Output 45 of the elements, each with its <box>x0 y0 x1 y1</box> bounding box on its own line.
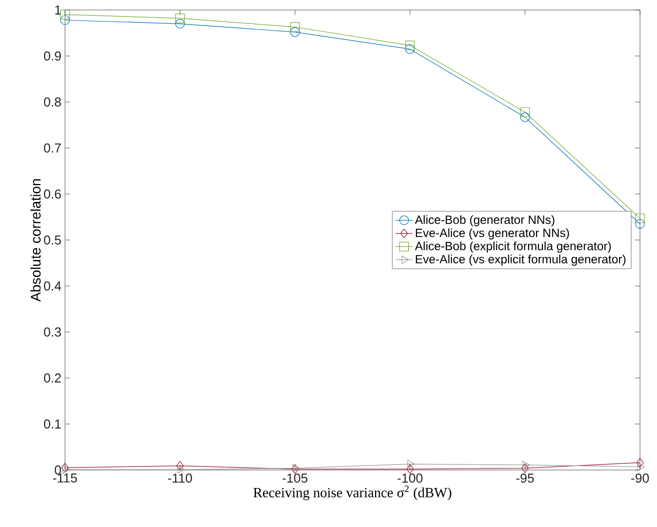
x-tick-label: -95 <box>516 474 534 483</box>
y-tick-label: 0.5 <box>44 235 61 245</box>
point <box>60 15 70 25</box>
point <box>60 10 70 20</box>
point <box>175 13 185 24</box>
point <box>406 464 414 474</box>
point <box>177 465 185 474</box>
x-tick-label: -115 <box>53 474 77 483</box>
point <box>635 219 645 229</box>
point <box>405 44 415 54</box>
y-tick-label: 0.7 <box>44 143 61 153</box>
point <box>176 461 184 471</box>
x-tick-label: -90 <box>631 474 649 483</box>
point <box>520 112 530 122</box>
y-tick-label: 0.4 <box>44 281 62 291</box>
y-tick-label: 0.6 <box>44 189 61 199</box>
point <box>61 462 69 472</box>
point <box>637 462 645 471</box>
legend-label: Eve-Alice (vs generator NNs) <box>416 228 569 240</box>
point <box>407 460 415 468</box>
point <box>175 18 185 29</box>
point <box>521 463 529 473</box>
x-tick-label: -110 <box>168 474 192 483</box>
point <box>635 214 645 224</box>
point <box>405 40 415 50</box>
point <box>62 465 70 474</box>
x-tick-label: -105 <box>282 474 308 483</box>
y-tick-label: 0.2 <box>44 373 61 383</box>
legend-label: Eve-Alice (vs explicit formula generator) <box>416 254 626 266</box>
y-tick-label: 0.9 <box>44 51 61 61</box>
y-tick-label: 0.1 <box>44 419 61 429</box>
point <box>520 107 530 117</box>
y-axis-title: Absolute correlation <box>30 179 41 302</box>
y-tick-label: 1 <box>55 6 61 14</box>
y-tick-label: 0 <box>54 465 61 475</box>
legend-label: Alice-Bob (generator NNs) <box>414 215 554 226</box>
point <box>290 27 300 37</box>
point <box>290 22 300 32</box>
point <box>522 460 530 470</box>
x-axis-title: Receiving noise variance σ$^{2}$ (dBW) <box>254 486 452 500</box>
x-tick-label: -100 <box>398 474 422 483</box>
y-tick-label: 0.3 <box>44 327 61 337</box>
point <box>636 458 644 468</box>
legend-label: Alice-Bob (explicit formula generator) <box>414 241 611 253</box>
y-tick-label: 0.8 <box>44 97 61 107</box>
